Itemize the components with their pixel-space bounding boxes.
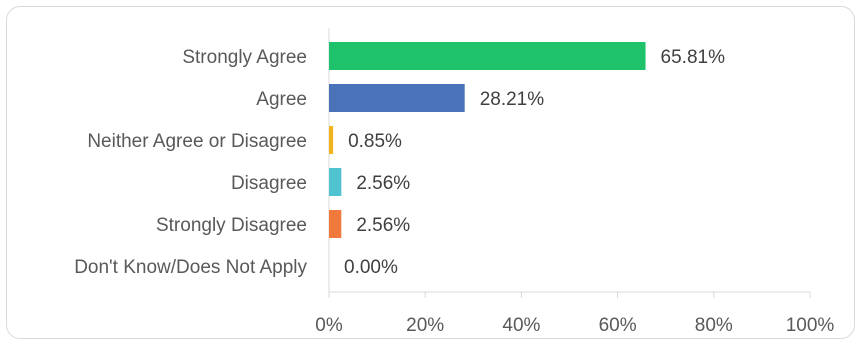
data-label: 2.56% [356,173,410,194]
category-label: Agree [256,89,307,110]
bar [329,42,646,70]
data-label: 0.85% [348,131,402,152]
data-label: 65.81% [661,47,726,68]
category-label: Neither Agree or Disagree [87,131,307,152]
bar [329,126,334,154]
category-label: Don't Know/Does Not Apply [74,257,307,278]
x-tick-label: 100% [786,315,835,336]
x-tick-label: 60% [599,315,637,336]
category-label: Strongly Agree [182,47,307,68]
data-label: 2.56% [356,215,410,236]
category-label: Disagree [231,173,307,194]
bar [329,84,465,112]
data-label: 0.00% [344,257,398,278]
x-tick-label: 20% [406,315,444,336]
x-tick-label: 40% [502,315,540,336]
category-label: Strongly Disagree [156,215,307,236]
bar [329,168,342,196]
data-label: 28.21% [480,89,545,110]
x-tick-label: 80% [695,315,733,336]
bar [329,210,342,238]
x-tick-label: 0% [315,315,343,336]
